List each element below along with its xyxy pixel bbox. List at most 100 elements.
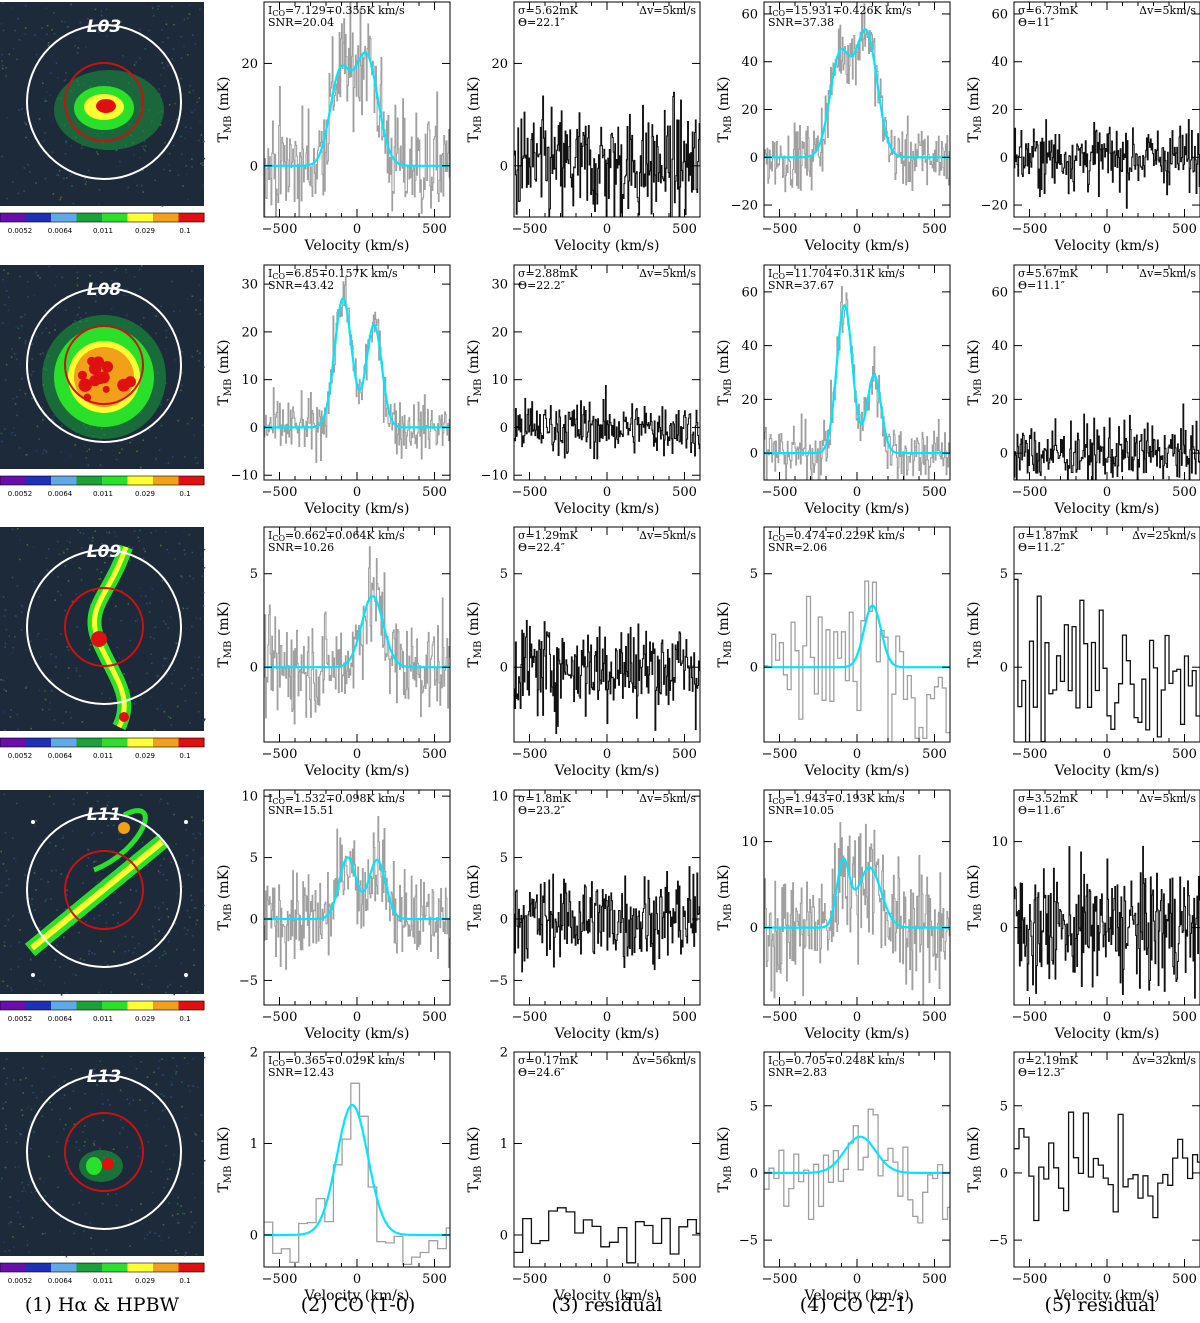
annotation-line-2: Θ=22.1″ [518, 16, 565, 29]
noise-pixel [143, 317, 145, 319]
halpha-image-l13: L13 0.0052 0.0064 0.011 0.029 0.1 [0, 1052, 206, 1285]
noise-pixel [75, 593, 77, 595]
noise-pixel [160, 424, 163, 427]
noise-pixel [92, 590, 95, 593]
noise-pixel [25, 1077, 27, 1079]
noise-pixel [120, 838, 122, 840]
colorbar-segment [102, 476, 128, 485]
noise-pixel [44, 1195, 47, 1197]
noise-pixel [100, 271, 103, 274]
noise-pixel [132, 876, 135, 878]
noise-pixel [19, 275, 21, 278]
noise-pixel [7, 918, 10, 921]
noise-pixel [101, 1093, 103, 1096]
noise-pixel [185, 854, 188, 857]
colorbar-segment [102, 738, 128, 747]
colorbar-tick-label: 0.0064 [48, 490, 73, 498]
noise-pixel [193, 907, 196, 909]
noise-pixel [16, 527, 19, 530]
channel-width-label: Δv=5km/s [639, 267, 696, 280]
noise-pixel [11, 652, 13, 654]
noise-pixel [203, 366, 205, 368]
colorbar-segment [76, 1001, 103, 1010]
colorbar-segment [178, 738, 205, 747]
noise-pixel [199, 617, 202, 620]
noise-pixel [167, 60, 169, 63]
noise-pixel [4, 646, 6, 648]
residual-line [514, 385, 700, 460]
colorbar-segment [51, 1001, 77, 1010]
noise-pixel [43, 984, 45, 986]
x-tick-label: −500 [1012, 222, 1048, 237]
gaussian-fit-line [264, 51, 450, 167]
noise-pixel [161, 1058, 163, 1060]
noise-pixel [48, 1155, 50, 1158]
colorbar-segment [178, 1263, 205, 1272]
noise-pixel [140, 1061, 143, 1063]
noise-pixel [39, 927, 41, 929]
noise-pixel [24, 33, 26, 35]
y-tick-label: 5 [250, 851, 258, 866]
noise-pixel [63, 177, 65, 180]
noise-pixel [13, 1079, 15, 1081]
noise-pixel [84, 177, 86, 180]
noise-pixel [167, 462, 170, 464]
y-axis-label: TMB (mK) [716, 864, 734, 930]
noise-pixel [110, 634, 112, 637]
noise-pixel [100, 571, 103, 574]
noise-pixel [105, 1248, 108, 1251]
annotation-line-2: Θ=11.2″ [1018, 541, 1065, 554]
noise-pixel [187, 54, 189, 56]
noise-pixel [137, 1155, 140, 1158]
noise-pixel [181, 384, 183, 387]
plot-frame [763, 1051, 951, 1268]
noise-pixel [147, 1141, 150, 1143]
noise-pixel [171, 673, 173, 676]
noise-pixel [12, 1236, 14, 1238]
noise-pixel [144, 145, 147, 147]
noise-pixel [41, 1233, 44, 1235]
noise-pixel [148, 429, 151, 431]
noise-pixel [203, 719, 205, 722]
noise-pixel [18, 109, 20, 111]
colorbar-tick-label: 0.0064 [48, 1277, 73, 1285]
noise-pixel [90, 1248, 93, 1250]
noise-pixel [163, 858, 165, 860]
noise-pixel [7, 296, 10, 298]
noise-pixel [183, 927, 186, 929]
panel-l03-res10: −500 0 500 0 20 Velocity (km/s) TMB (mK) σ=5.62… [466, 1, 701, 254]
noise-pixel [49, 94, 52, 97]
noise-pixel [71, 600, 74, 603]
noise-pixel [95, 294, 98, 297]
noise-pixel [30, 1108, 33, 1111]
x-tick-label: −500 [512, 747, 548, 762]
y-axis-label: TMB (mK) [216, 601, 234, 667]
noise-pixel [142, 1222, 144, 1225]
noise-pixel [197, 795, 199, 798]
noise-pixel [202, 819, 204, 822]
noise-pixel [64, 78, 67, 81]
x-tick-label: 500 [672, 1272, 697, 1287]
colorbar-segment [153, 1001, 179, 1010]
annotation-line-1: σ=5.62mK [518, 4, 579, 17]
noise-pixel [57, 77, 59, 79]
noise-pixel [195, 692, 197, 694]
noise-pixel [169, 616, 172, 619]
gaussian-fit-line [264, 297, 450, 429]
noise-pixel [5, 363, 8, 366]
noise-pixel [24, 27, 27, 29]
noise-pixel [23, 121, 26, 124]
noise-pixel [162, 664, 164, 667]
noise-pixel [129, 681, 131, 683]
noise-pixel [87, 464, 90, 467]
noise-pixel [171, 682, 173, 685]
noise-pixel [145, 1124, 148, 1127]
noise-pixel [153, 637, 155, 640]
x-tick-label: 0 [353, 1010, 361, 1025]
noise-pixel [40, 401, 43, 403]
noise-pixel [28, 897, 30, 900]
noise-pixel [88, 448, 91, 451]
noise-pixel [72, 798, 75, 800]
noise-pixel [176, 1252, 179, 1255]
noise-pixel [18, 447, 21, 449]
